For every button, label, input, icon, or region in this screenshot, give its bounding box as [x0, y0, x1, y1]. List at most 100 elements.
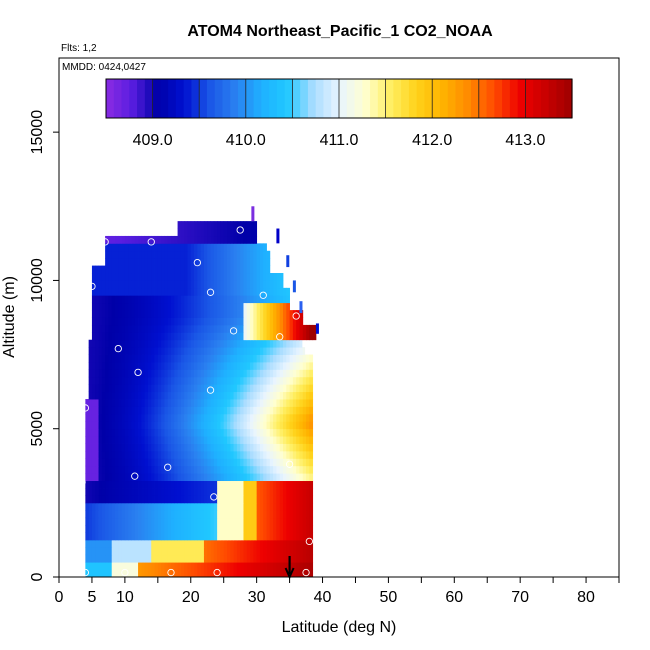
- heatmap-cell: [213, 273, 218, 281]
- heatmap-cell: [213, 502, 218, 511]
- heatmap-cell: [184, 354, 188, 363]
- heatmap-cell: [259, 369, 264, 378]
- heatmap-cell: [190, 532, 195, 541]
- heatmap-cell: [164, 243, 169, 252]
- heatmap-cell: [180, 302, 185, 311]
- heatmap-cell: [147, 399, 152, 407]
- heatmap-cell: [286, 347, 290, 355]
- heatmap-cell: [167, 480, 172, 489]
- heatmap-cell: [227, 376, 231, 385]
- heatmap-cell: [98, 391, 103, 400]
- heatmap-cell: [171, 384, 175, 393]
- heatmap-cell: [164, 361, 169, 370]
- heatmap-cell: [98, 273, 103, 281]
- heatmap-cell: [138, 376, 142, 385]
- heatmap-cell: [88, 354, 93, 363]
- heatmap-cell: [154, 495, 159, 504]
- heatmap-cell: [174, 310, 178, 318]
- heatmap-cell: [131, 495, 136, 504]
- heatmap-cell: [289, 517, 294, 526]
- heatmap-cell: [286, 539, 290, 548]
- heatmap-cell: [144, 480, 149, 489]
- heatmap-cell: [101, 324, 106, 333]
- heatmap-cell: [121, 317, 126, 326]
- heatmap-cell: [101, 517, 106, 526]
- heatmap-cell: [184, 376, 188, 385]
- heatmap-cell: [256, 250, 261, 259]
- heatmap-cell: [144, 280, 149, 289]
- heatmap-cell: [177, 287, 182, 296]
- heatmap-cell: [296, 480, 300, 489]
- heatmap-cell: [279, 302, 284, 311]
- heatmap-cell: [85, 458, 90, 467]
- heatmap-cell: [121, 280, 126, 289]
- heatmap-cell: [131, 473, 136, 482]
- heatmap-cell: [240, 354, 244, 363]
- heatmap-cell: [141, 347, 146, 355]
- heatmap-cell: [101, 302, 106, 311]
- heatmap-cell: [138, 332, 142, 341]
- heatmap-cell: [157, 310, 162, 318]
- heatmap-cell: [236, 339, 241, 348]
- heatmap-cell: [134, 539, 139, 548]
- heatmap-cell: [269, 510, 274, 519]
- heatmap-cell: [98, 436, 103, 444]
- heatmap-cell: [286, 450, 290, 459]
- flight-track-point: [305, 537, 314, 546]
- colorbar-cell: [269, 79, 278, 118]
- heatmap-cell: [167, 532, 172, 541]
- heatmap-cell: [269, 547, 274, 556]
- heatmap-cell: [171, 295, 175, 304]
- heatmap-cell: [286, 255, 290, 268]
- heatmap-cell: [213, 369, 218, 378]
- heatmap-cell: [171, 480, 175, 489]
- heatmap-cell: [230, 458, 234, 467]
- heatmap-cell: [85, 450, 90, 459]
- heatmap-cell: [233, 287, 238, 296]
- heatmap-cell: [144, 473, 149, 482]
- heatmap-cell: [220, 384, 225, 393]
- heatmap-cell: [124, 554, 129, 563]
- heatmap-cell: [124, 473, 129, 482]
- heatmap-cell: [263, 428, 267, 437]
- heatmap-cell: [296, 384, 300, 393]
- heatmap-cell: [240, 243, 244, 252]
- heatmap-cell: [296, 347, 300, 355]
- heatmap-cell: [194, 347, 198, 355]
- heatmap-cell: [184, 391, 188, 400]
- colorbar-cell: [432, 79, 441, 118]
- heatmap-cell: [115, 413, 119, 422]
- heatmap-cell: [243, 287, 248, 296]
- heatmap-cell: [95, 324, 99, 333]
- heatmap-cell: [253, 250, 258, 259]
- heatmap-cell: [289, 510, 294, 519]
- heatmap-cell: [299, 347, 304, 355]
- heatmap-cell: [91, 562, 96, 570]
- heatmap-cell: [101, 428, 106, 437]
- heatmap-cell: [266, 332, 271, 341]
- heatmap-cell: [121, 287, 126, 296]
- x-tick-label: 80: [577, 589, 595, 606]
- heatmap-cell: [197, 517, 202, 526]
- heatmap-cell: [223, 480, 228, 489]
- heatmap-cell: [161, 569, 165, 578]
- heatmap-cell: [194, 339, 198, 348]
- heatmap-cell: [194, 495, 198, 504]
- heatmap-cell: [286, 547, 290, 556]
- heatmap-cell: [115, 250, 119, 259]
- heatmap-cell: [108, 510, 113, 519]
- heatmap-cell: [128, 547, 132, 556]
- heatmap-cell: [147, 495, 152, 504]
- heatmap-cell: [223, 465, 228, 474]
- heatmap-cell: [95, 399, 99, 407]
- heatmap-cell: [276, 465, 281, 474]
- heatmap-cell: [233, 450, 238, 459]
- heatmap-cell: [157, 324, 162, 333]
- heatmap-cell: [243, 399, 248, 407]
- heatmap-cell: [138, 265, 142, 274]
- heatmap-cell: [187, 258, 192, 266]
- heatmap-cell: [91, 413, 96, 422]
- heatmap-cell: [98, 458, 103, 467]
- heatmap-cell: [207, 376, 211, 385]
- heatmap-cell: [180, 421, 185, 430]
